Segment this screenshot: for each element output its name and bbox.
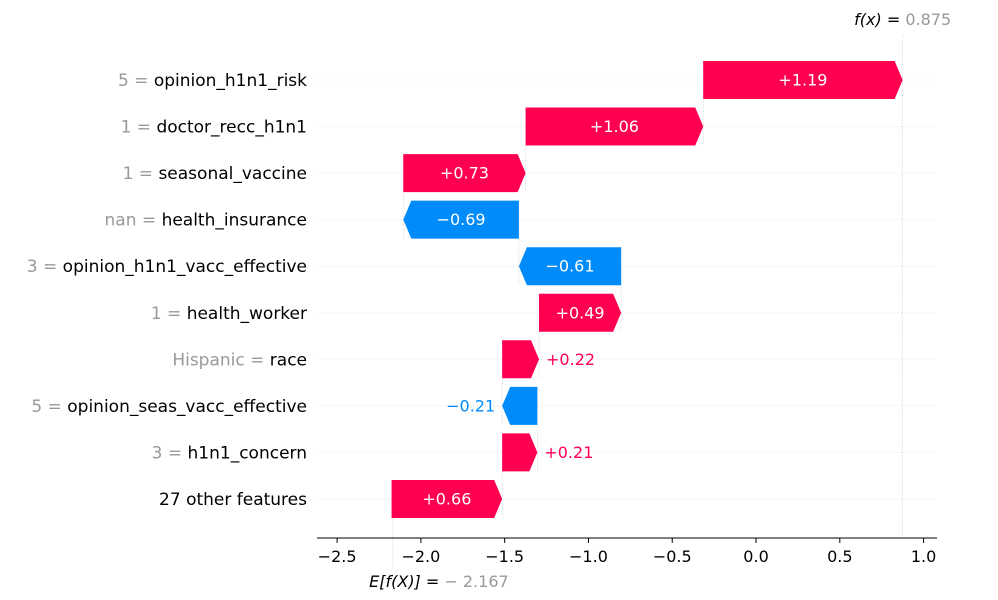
positive-contribution-bar [703, 61, 903, 99]
output-value-label: f(x) = 0.875 [854, 10, 951, 29]
feature-name: doctor_recc_h1n1 [156, 118, 307, 138]
feature-value: 5 = [31, 397, 67, 417]
feature-name: race [270, 350, 307, 370]
x-tick-label: −2.5 [318, 547, 357, 566]
feature-name: seasonal_vaccine [158, 164, 307, 184]
contribution-label: +0.73 [440, 164, 489, 183]
feature-label: 1 = health_worker [151, 304, 307, 324]
feature-label: nan = health_insurance [105, 211, 307, 231]
feature-value: 3 = [152, 443, 188, 463]
annotations: f(x) = 0.875 E[f(X)] = − 2.167 [369, 10, 951, 591]
positive-contribution-bar [391, 479, 503, 518]
feature-label: 5 = opinion_h1n1_risk [118, 71, 307, 91]
x-tick-label: 0.5 [827, 547, 852, 566]
base-value-number: − 2.167 [444, 572, 508, 591]
feature-label: 3 = opinion_h1n1_vacc_effective [27, 257, 307, 277]
positive-contribution-bar [539, 293, 622, 332]
feature-label: Hispanic = race [172, 350, 307, 370]
base-value-label: E[f(X)] = − 2.167 [369, 572, 509, 591]
contribution-label: +1.06 [590, 117, 639, 136]
feature-label: 1 = doctor_recc_h1n1 [121, 118, 307, 138]
positive-contribution-bar [403, 154, 526, 193]
contribution-label: −0.21 [446, 396, 495, 415]
positive-contribution-bar [502, 433, 538, 472]
feature-name: 27 other features [159, 490, 307, 510]
feature-value: 1 = [121, 118, 157, 138]
feature-value: 3 = [27, 257, 63, 277]
negative-contribution-bar [518, 247, 622, 286]
negative-contribution-bar [502, 386, 538, 425]
feature-value: Hispanic = [172, 350, 269, 370]
positive-contribution-bar [502, 340, 540, 379]
x-tick-label: −1.5 [485, 547, 524, 566]
x-tick-label: 0.0 [743, 547, 768, 566]
feature-label: 1 = seasonal_vaccine [123, 164, 307, 184]
feature-value: 1 = [123, 164, 159, 184]
x-tick-label: −2.0 [401, 547, 440, 566]
feature-name: opinion_h1n1_risk [154, 71, 307, 91]
x-tick-label: −0.5 [653, 547, 692, 566]
base-value-prefix: E[f(X)] = [369, 572, 444, 591]
contribution-label: +1.19 [778, 71, 827, 90]
contribution-label: +0.21 [544, 443, 593, 462]
x-tick-label: −1.0 [569, 547, 608, 566]
contribution-label: +0.66 [422, 489, 471, 508]
feature-name: h1n1_concern [188, 443, 307, 463]
feature-name: health_insurance [162, 211, 307, 231]
contribution-label: +0.22 [546, 350, 595, 369]
feature-value: 1 = [151, 304, 187, 324]
positive-contribution-bar [525, 107, 704, 146]
feature-name: opinion_h1n1_vacc_effective [63, 257, 307, 277]
contribution-label: −0.69 [437, 210, 486, 229]
feature-value: 5 = [118, 71, 154, 91]
output-value-number: 0.875 [905, 10, 951, 29]
feature-label: 3 = h1n1_concern [152, 443, 307, 463]
feature-label: 5 = opinion_seas_vacc_effective [31, 397, 307, 417]
feature-labels: 5 = opinion_h1n1_risk 1 = doctor_recc_h1n… [27, 71, 307, 510]
bar-layer: +1.19 +1.06 +0.73 −0.69 −0.61 +0.49 +0.22 −0.21… [391, 61, 903, 518]
output-value-prefix: f(x) = [854, 10, 905, 29]
x-tick-label: 1.0 [911, 547, 936, 566]
contribution-label: −0.61 [546, 257, 595, 276]
x-axis: −2.5 −2.0 −1.5 −1.0 −0.5 0.0 0.5 1.0 [317, 537, 937, 566]
connector-lines [392, 35, 903, 568]
feature-label: 27 other features [159, 490, 307, 510]
contribution-label: +0.49 [556, 303, 605, 322]
negative-contribution-bar [403, 200, 519, 239]
feature-value: nan = [105, 211, 162, 231]
feature-name: opinion_seas_vacc_effective [67, 397, 307, 417]
feature-name: health_worker [187, 304, 307, 324]
